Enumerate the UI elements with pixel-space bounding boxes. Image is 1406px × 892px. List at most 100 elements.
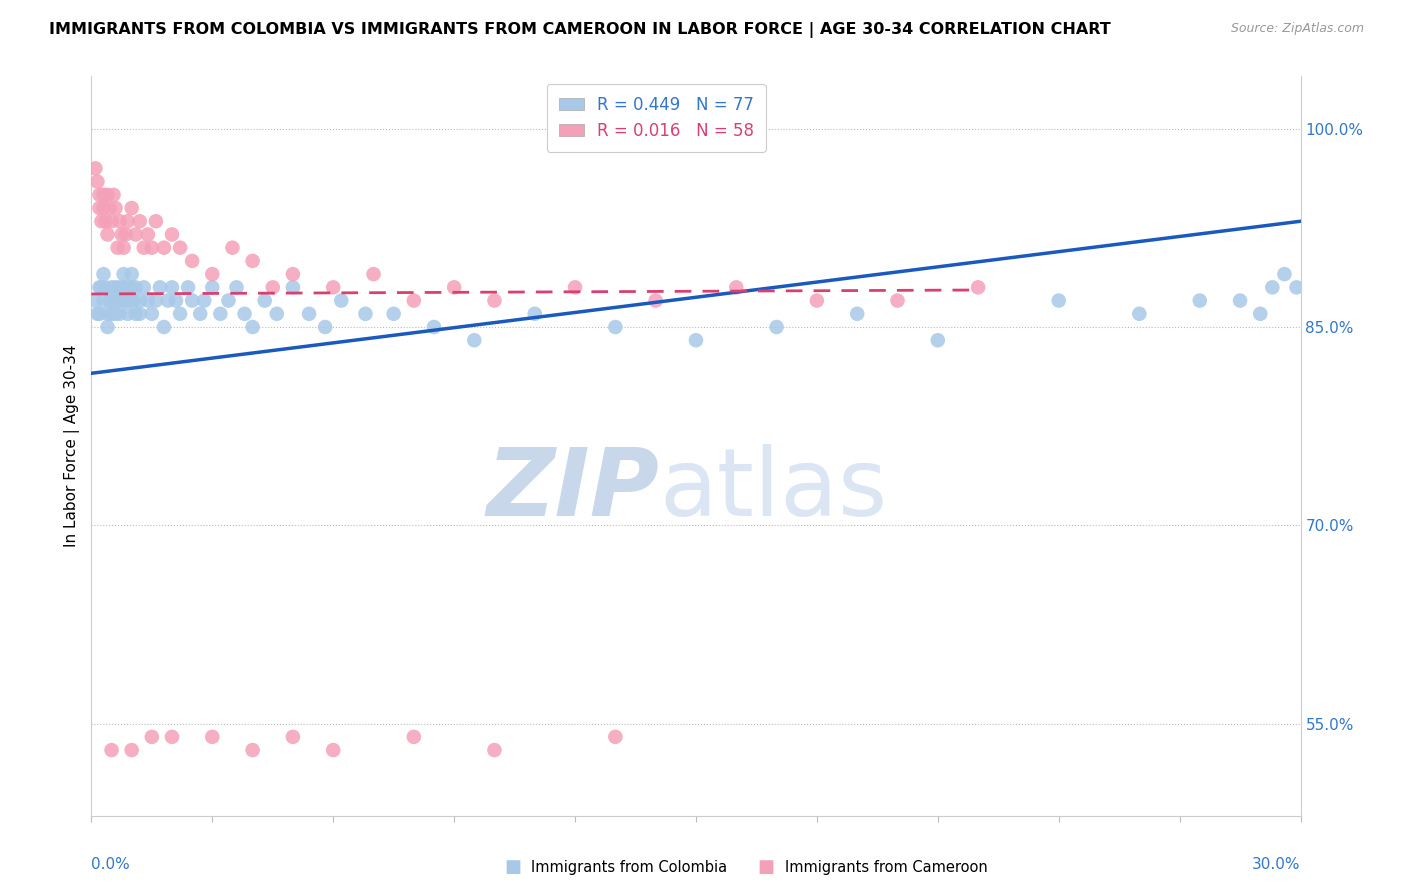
Point	[125, 227, 148, 242]
Point	[217, 293, 239, 308]
Text: Immigrants from Cameroon: Immigrants from Cameroon	[785, 860, 987, 874]
Point	[141, 241, 163, 255]
Point	[114, 227, 136, 242]
Point	[1128, 307, 1150, 321]
Point	[262, 280, 284, 294]
Point	[281, 267, 304, 281]
Point	[846, 307, 869, 321]
Point	[112, 280, 135, 294]
Point	[108, 307, 131, 321]
Point	[402, 293, 425, 308]
Point	[145, 214, 167, 228]
Point	[141, 307, 163, 321]
Point	[169, 307, 191, 321]
Text: atlas: atlas	[659, 444, 889, 536]
Point	[125, 307, 148, 321]
Point	[156, 293, 179, 308]
Point	[181, 253, 204, 268]
Point	[93, 293, 115, 308]
Point	[484, 293, 506, 308]
Point	[354, 307, 377, 321]
Text: Source: ZipAtlas.com: Source: ZipAtlas.com	[1230, 22, 1364, 36]
Point	[193, 293, 215, 308]
Point	[103, 293, 125, 308]
Point	[94, 280, 117, 294]
Legend: R = 0.449   N = 77, R = 0.016   N = 58: R = 0.449 N = 77, R = 0.016 N = 58	[547, 84, 766, 152]
Point	[100, 214, 122, 228]
Point	[242, 253, 264, 268]
Point	[967, 280, 990, 294]
Point	[644, 293, 666, 308]
Point	[1188, 293, 1211, 308]
Text: 30.0%: 30.0%	[1253, 857, 1301, 871]
Point	[96, 227, 118, 242]
Point	[108, 214, 131, 228]
Point	[1047, 293, 1070, 308]
Point	[114, 293, 136, 308]
Point	[128, 214, 150, 228]
Point	[266, 307, 288, 321]
Point	[242, 320, 264, 334]
Point	[136, 227, 159, 242]
Point	[330, 293, 353, 308]
Text: Immigrants from Colombia: Immigrants from Colombia	[531, 860, 727, 874]
Point	[93, 201, 115, 215]
Point	[314, 320, 336, 334]
Point	[100, 307, 122, 321]
Point	[121, 280, 143, 294]
Point	[886, 293, 908, 308]
Point	[118, 293, 141, 308]
Point	[201, 267, 224, 281]
Point	[1274, 267, 1296, 281]
Point	[117, 214, 139, 228]
Point	[765, 320, 787, 334]
Text: ■: ■	[758, 858, 775, 876]
Point	[90, 214, 112, 228]
Point	[112, 267, 135, 281]
Point	[111, 227, 132, 242]
Point	[122, 293, 145, 308]
Text: IMMIGRANTS FROM COLOMBIA VS IMMIGRANTS FROM CAMEROON IN LABOR FORCE | AGE 30-34 : IMMIGRANTS FROM COLOMBIA VS IMMIGRANTS F…	[49, 22, 1111, 38]
Point	[96, 307, 118, 321]
Point	[84, 161, 107, 176]
Point	[86, 307, 108, 321]
Point	[104, 201, 127, 215]
Point	[225, 280, 247, 294]
Point	[117, 280, 139, 294]
Point	[685, 333, 707, 347]
Point	[233, 307, 256, 321]
Point	[103, 187, 125, 202]
Point	[201, 730, 224, 744]
Y-axis label: In Labor Force | Age 30-34: In Labor Force | Age 30-34	[65, 344, 80, 548]
Point	[169, 241, 191, 255]
Point	[96, 320, 118, 334]
Point	[112, 241, 135, 255]
Point	[1229, 293, 1251, 308]
Point	[111, 293, 132, 308]
Point	[181, 293, 204, 308]
Point	[253, 293, 276, 308]
Point	[96, 187, 118, 202]
Text: 0.0%: 0.0%	[91, 857, 131, 871]
Point	[484, 743, 506, 757]
Point	[322, 280, 344, 294]
Point	[463, 333, 485, 347]
Point	[94, 214, 117, 228]
Point	[132, 280, 155, 294]
Point	[423, 320, 446, 334]
Point	[90, 280, 112, 294]
Point	[153, 320, 176, 334]
Point	[402, 730, 425, 744]
Point	[160, 280, 183, 294]
Point	[93, 267, 115, 281]
Point	[298, 307, 321, 321]
Point	[160, 730, 183, 744]
Point	[125, 280, 148, 294]
Point	[153, 241, 176, 255]
Point	[121, 743, 143, 757]
Point	[128, 293, 150, 308]
Point	[149, 280, 172, 294]
Point	[927, 333, 949, 347]
Point	[605, 320, 627, 334]
Point	[104, 307, 127, 321]
